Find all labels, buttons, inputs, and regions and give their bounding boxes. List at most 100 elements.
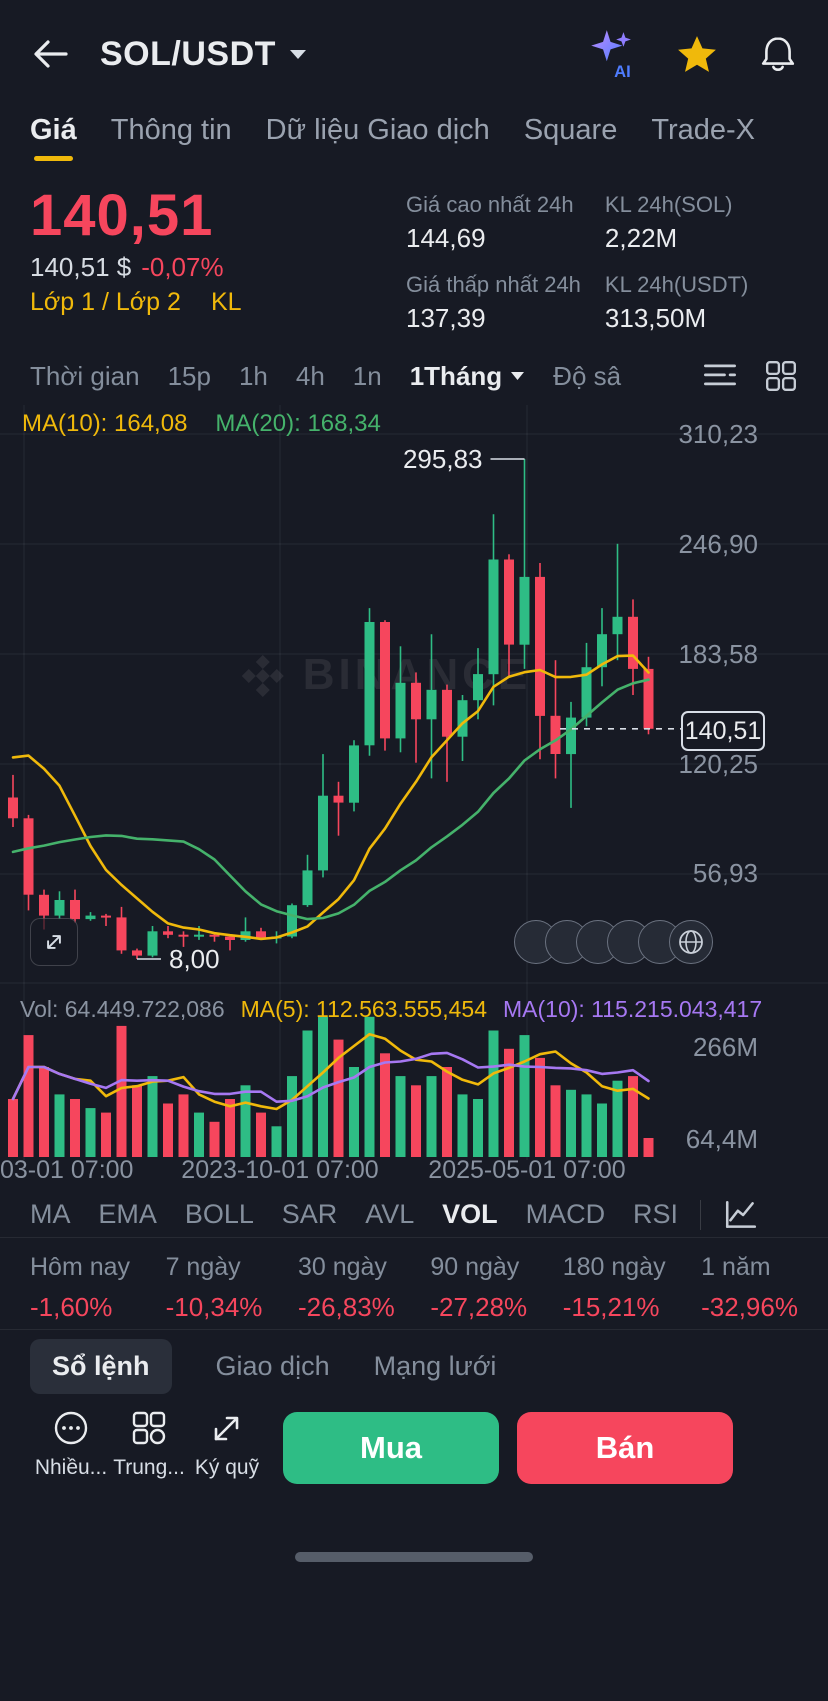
volume-ma5-label: MA(5): 112.563.555,454 xyxy=(240,996,487,1022)
back-button[interactable] xyxy=(30,34,74,74)
chevron-down-icon xyxy=(511,372,525,380)
perf-7d: 7 ngày -10,34% xyxy=(165,1252,263,1322)
performance-grid: Hôm nay -1,60% 7 ngày -10,34% 30 ngày -2… xyxy=(0,1246,828,1330)
sell-button[interactable]: Bán xyxy=(517,1412,733,1484)
indicator-boll[interactable]: BOLL xyxy=(184,1199,254,1229)
grid-trading-icon xyxy=(132,1411,166,1445)
expand-icon xyxy=(47,935,61,949)
y-axis-tick: 246,90 xyxy=(678,529,758,559)
kl-tag[interactable]: KL xyxy=(210,288,242,316)
candlestick-chart[interactable]: 295,83 8,00 xyxy=(0,405,828,1180)
ma-labels: MA(10): 164,08 MA(20): 168,34 xyxy=(22,410,381,438)
pair-title[interactable]: SOL/USDT xyxy=(100,34,276,73)
tab-gia[interactable]: Giá xyxy=(30,114,77,161)
indicator-sar[interactable]: SAR xyxy=(281,1199,338,1229)
last-price: 140,51 xyxy=(30,183,214,248)
stat-high-label: Giá cao nhất 24h xyxy=(406,192,574,217)
bottom-tabs: Sổ lệnh Giao dịch Mạng lưới xyxy=(0,1336,828,1396)
y-axis-tick: 310,23 xyxy=(678,419,758,449)
svg-text:295,83: 295,83 xyxy=(403,444,483,474)
indicator-settings-icon[interactable] xyxy=(723,1198,759,1232)
grid-trading-button[interactable]: Trung... xyxy=(113,1408,185,1480)
volume-ma10-label: MA(10): 115.215.043,417 xyxy=(503,996,763,1022)
y-axis-tick: 183,58 xyxy=(678,639,758,669)
price-change-percent: -0,07% xyxy=(141,252,224,282)
header: SOL/USDT AI xyxy=(0,18,828,90)
header-icons: AI xyxy=(588,28,798,80)
layer-tag[interactable]: Lớp 1 / Lớp 2 xyxy=(30,288,181,316)
y-axis-tick: 120,25 xyxy=(678,749,758,779)
more-button[interactable]: Nhiều... xyxy=(35,1408,107,1480)
nav-tabs: Giá Thông tin Dữ liệu Giao dịch Square T… xyxy=(0,106,828,168)
fiat-price-row: 140,51 $ -0,07% xyxy=(30,252,224,283)
indicator-avl[interactable]: AVL xyxy=(365,1199,415,1229)
perf-90d: 90 ngày -27,28% xyxy=(430,1252,528,1322)
x-axis-label: 2023-10-01 07:00 xyxy=(181,1156,379,1184)
ma20-label: MA(20): 168,34 xyxy=(215,410,381,437)
chevron-down-icon xyxy=(289,49,306,59)
indicator-macd[interactable]: MACD xyxy=(525,1199,606,1229)
tab-trade-x[interactable]: Trade-X xyxy=(651,113,756,146)
volume-axis-tick: 64,4M xyxy=(685,1124,758,1154)
interval-1n[interactable]: 1n xyxy=(352,360,382,391)
buy-button[interactable]: Mua xyxy=(283,1412,499,1484)
perf-today: Hôm nay -1,60% xyxy=(30,1252,131,1322)
fullscreen-chart-button[interactable] xyxy=(30,918,78,966)
action-bar: Nhiều... Trung... Ký quỹ Mua Bán xyxy=(0,1404,828,1496)
tab-square[interactable]: Square xyxy=(523,113,618,146)
stat-vol-sol-value: 2,22M xyxy=(604,223,678,253)
margin-transfer-icon xyxy=(214,1416,239,1441)
interval-1h[interactable]: 1h xyxy=(238,360,268,391)
indicator-vol[interactable]: VOL xyxy=(442,1199,498,1229)
last-price-tag: 140,51 xyxy=(681,711,765,751)
perf-180d: 180 ngày -15,21% xyxy=(562,1252,666,1322)
tab-order-book[interactable]: Sổ lệnh xyxy=(30,1338,172,1394)
notification-bell-icon[interactable] xyxy=(758,33,798,75)
interval-4h[interactable]: 4h xyxy=(295,360,325,391)
perf-1y: 1 năm -32,96% xyxy=(701,1252,798,1322)
token-tags: Lớp 1 / Lớp 2 KL xyxy=(30,288,242,317)
volume-axis-tick: 266M xyxy=(692,1032,758,1062)
favorite-star-icon[interactable] xyxy=(676,34,718,74)
depth-label[interactable]: Độ sâ xyxy=(553,360,622,391)
stat-low-value: 137,39 xyxy=(406,303,486,333)
more-ellipsis-icon xyxy=(54,1411,88,1445)
stat-low-label: Giá thấp nhất 24h xyxy=(406,272,581,297)
tab-du-lieu-giao-dich[interactable]: Dữ liệu Giao dịch xyxy=(265,113,490,146)
ma10-label: MA(10): 164,08 xyxy=(22,410,188,437)
stat-vol-usdt-label: KL 24h(USDT) xyxy=(604,272,749,297)
back-arrow-icon xyxy=(34,40,68,68)
fiat-price: 140,51 $ xyxy=(30,252,132,282)
interval-toolbar: Thời gian 15p 1h 4h 1n 1Tháng Độ sâ xyxy=(0,352,828,400)
indicator-ema[interactable]: EMA xyxy=(98,1199,157,1229)
indicator-rsi[interactable]: RSI xyxy=(632,1199,678,1229)
interval-15p[interactable]: 15p xyxy=(167,360,211,391)
time-label[interactable]: Thời gian xyxy=(30,360,140,391)
volume-value-label: Vol: 64.449.722,086 xyxy=(20,996,225,1022)
market-icons[interactable] xyxy=(514,920,713,964)
stats-24h: Giá cao nhất 24h 144,69 Giá thấp nhất 24… xyxy=(406,192,748,352)
divider xyxy=(700,1199,701,1230)
margin-button[interactable]: Ký quỹ xyxy=(194,1408,260,1480)
svg-text:AI: AI xyxy=(614,62,631,80)
chart-display-settings-icon[interactable] xyxy=(702,360,738,392)
interval-selected[interactable]: 1Tháng xyxy=(410,361,525,392)
tab-trades[interactable]: Giao dịch xyxy=(215,1350,330,1381)
home-indicator[interactable] xyxy=(295,1552,533,1562)
grid-layout-icon[interactable] xyxy=(764,359,798,393)
ai-assistant-icon[interactable]: AI xyxy=(588,28,636,80)
binance-logo-icon xyxy=(241,655,284,697)
indicator-row: MA EMA BOLL SAR AVL VOL MACD RSI xyxy=(0,1192,828,1238)
tab-thong-tin[interactable]: Thông tin xyxy=(110,113,232,146)
tab-network[interactable]: Mạng lưới xyxy=(373,1350,497,1381)
y-axis-tick: 56,93 xyxy=(692,858,758,888)
perf-30d: 30 ngày -26,83% xyxy=(297,1252,395,1322)
indicator-ma[interactable]: MA xyxy=(30,1199,71,1229)
globe-icon xyxy=(669,920,713,964)
svg-text:8,00: 8,00 xyxy=(169,944,220,974)
stat-vol-sol-label: KL 24h(SOL) xyxy=(604,192,733,217)
pair-dropdown[interactable] xyxy=(288,48,308,61)
x-axis-label: 2025-05-01 07:00 xyxy=(428,1156,626,1184)
volume-labels: Vol: 64.449.722,086 MA(5): 112.563.555,4… xyxy=(20,996,762,1023)
